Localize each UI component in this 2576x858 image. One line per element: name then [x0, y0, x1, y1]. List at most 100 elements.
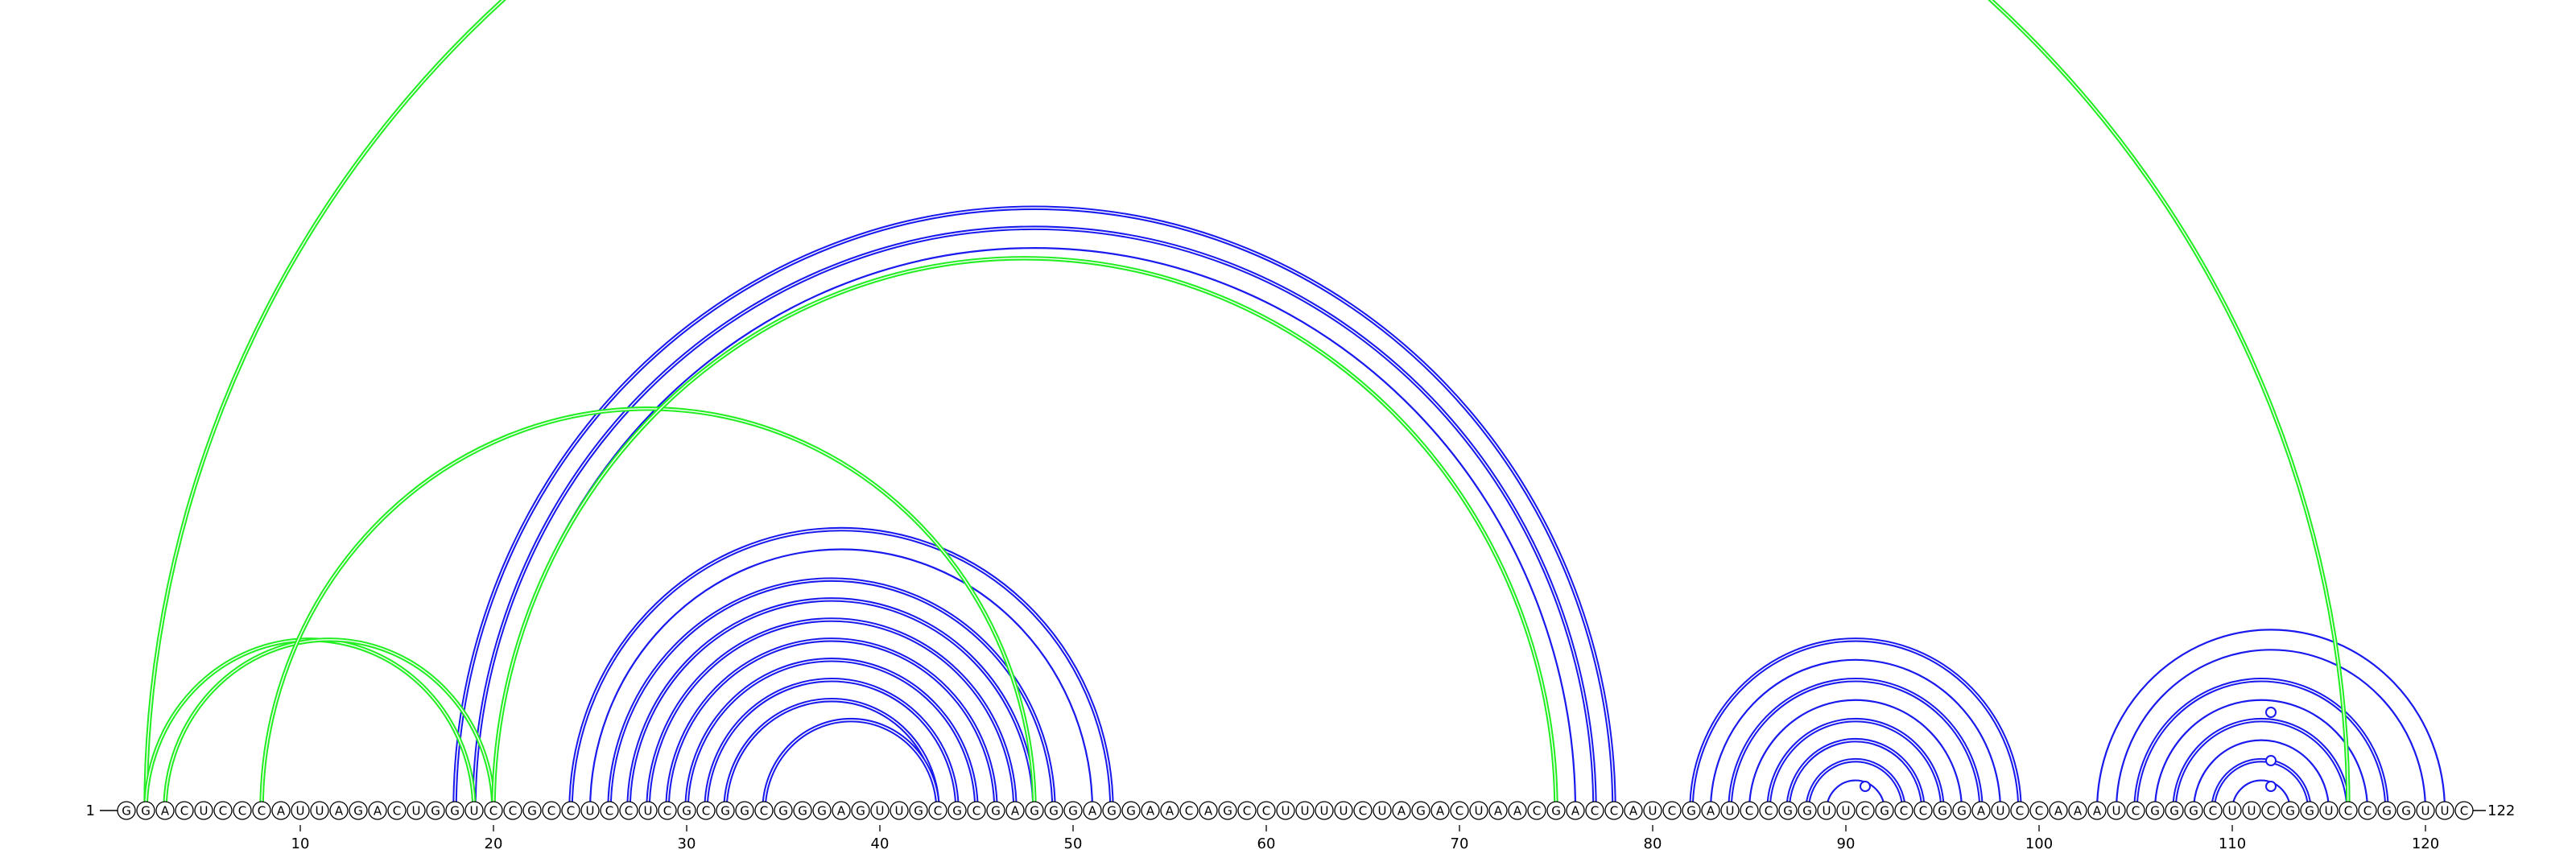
nucleotide-circle	[793, 801, 812, 820]
nucleotide-letter: A	[374, 804, 382, 819]
nucleotide: C	[387, 801, 407, 820]
nucleotide-letter: U	[1842, 804, 1851, 819]
nucleotide-letter: A	[2093, 804, 2102, 819]
blue-base-pair-arc	[472, 225, 1597, 811]
nucleotide-circle	[909, 801, 928, 820]
blue-base-pair-arc-gap	[1806, 759, 1905, 811]
blue-base-pair-arc-gap	[2212, 759, 2310, 811]
nucleotide: G	[522, 801, 542, 820]
nucleotide-letter: U	[200, 804, 208, 819]
nucleotide-circle	[1179, 801, 1199, 820]
nucleotide: G	[117, 801, 136, 820]
nucleotide: G	[2396, 801, 2416, 820]
nucleotide-circle	[2184, 801, 2203, 820]
green-base-pair-arc-gap	[164, 639, 494, 811]
nucleotide: C	[2010, 801, 2029, 820]
nucleotide: A	[1005, 801, 1025, 820]
nucleotide-letter: G	[1416, 804, 1426, 819]
base-pair-arcs	[143, 0, 2446, 811]
nucleotide: C	[2029, 801, 2049, 820]
nucleotide-letter: A	[1436, 804, 1445, 819]
nucleotide-circle	[349, 801, 368, 820]
nucleotide: C	[1604, 801, 1624, 820]
nucleotide: G	[851, 801, 870, 820]
nucleotide: G	[1952, 801, 1971, 820]
blue-base-pair-arc	[492, 247, 1577, 811]
green-base-pair-arc-gap	[145, 639, 475, 811]
blue-base-pair-arc-gap	[1729, 679, 1982, 811]
nucleotide-letter: C	[509, 804, 517, 819]
nucleotide-circle	[1913, 801, 1933, 820]
nucleotide: U	[310, 801, 329, 820]
nucleotide-circle	[677, 801, 696, 820]
nucleotide: G	[1933, 801, 1952, 820]
nucleotide-letter: G	[1107, 804, 1117, 819]
nucleotide-letter: C	[2209, 804, 2217, 819]
nucleotide-circle	[1025, 801, 1044, 820]
nucleotide-letter: U	[1282, 804, 1290, 819]
hairpin-marker	[2265, 755, 2277, 766]
nucleotide-letter: U	[316, 804, 324, 819]
tick-label: 80	[1644, 835, 1662, 852]
nucleotide-circle	[542, 801, 561, 820]
nucleotide: U	[1315, 801, 1334, 820]
nucleotide-letter: U	[586, 804, 595, 819]
nucleotide-letter: C	[2363, 804, 2372, 819]
nucleotide: G	[1875, 801, 1894, 820]
blue-base-pair-arc	[1766, 717, 1945, 811]
nucleotide: C	[1527, 801, 1546, 820]
nucleotide: G	[2165, 801, 2184, 820]
nucleotide: G	[1063, 801, 1083, 820]
nucleotide-letter: C	[2344, 804, 2352, 819]
nucleotide: C	[619, 801, 638, 820]
blue-base-pair-arc	[1825, 779, 1886, 811]
nucleotide: G	[986, 801, 1005, 820]
nucleotide-letter: U	[2421, 804, 2430, 819]
nucleotide-letter: U	[1649, 804, 1657, 819]
nucleotide-circle	[2165, 801, 2184, 820]
blue-base-pair-arc	[723, 698, 940, 811]
nucleotide-circle	[1005, 801, 1025, 820]
blue-base-pair-arc-gap	[2135, 679, 2388, 811]
nucleotide-letter: C	[702, 804, 710, 819]
nucleotide-circle	[1566, 801, 1585, 820]
nucleotide-circle	[716, 801, 735, 820]
nucleotide-circle	[503, 801, 522, 820]
blue-base-pair-arc	[1709, 658, 2002, 811]
blue-base-pair-arc-gap	[647, 619, 1016, 811]
nucleotide-circle	[1160, 801, 1179, 820]
nucleotide-letter: U	[1301, 804, 1310, 819]
nucleotide-letter: G	[817, 804, 827, 819]
nucleotide-circle	[1257, 801, 1276, 820]
nucleotide-circle	[1373, 801, 1392, 820]
blue-base-pair-arc-gap	[667, 639, 997, 811]
nucleotide-circle	[1720, 801, 1740, 820]
nucleotide: A	[1624, 801, 1643, 820]
nucleotide: U	[1276, 801, 1295, 820]
nucleotide: U	[1836, 801, 1856, 820]
nucleotide: G	[2281, 801, 2300, 820]
nucleotide-letter: C	[605, 804, 613, 819]
nucleotide-letter: C	[258, 804, 266, 819]
nucleotide: G	[1044, 801, 1063, 820]
nucleotide: G	[774, 801, 793, 820]
nucleotide: C	[213, 801, 233, 820]
nucleotide-letter: C	[1668, 804, 1676, 819]
nucleotide: C	[2358, 801, 2377, 820]
nucleotide: G	[426, 801, 445, 820]
nucleotide-circle	[638, 801, 658, 820]
nucleotide: U	[870, 801, 890, 820]
nucleotide-circle	[2203, 801, 2223, 820]
nucleotide-letter: C	[2267, 804, 2275, 819]
nucleotide-circle	[812, 801, 832, 820]
nucleotide: C	[1353, 801, 1373, 820]
nucleotide-letter: A	[1571, 804, 1580, 819]
nucleotide-letter: A	[2074, 804, 2083, 819]
tick-label: 10	[291, 835, 310, 852]
nucleotide-letter: A	[1397, 804, 1406, 819]
nucleotide: G	[1778, 801, 1798, 820]
nucleotide-circle	[117, 801, 136, 820]
nucleotide: C	[658, 801, 677, 820]
nucleotide-circle	[2145, 801, 2165, 820]
nucleotide-letter: C	[2035, 804, 2043, 819]
